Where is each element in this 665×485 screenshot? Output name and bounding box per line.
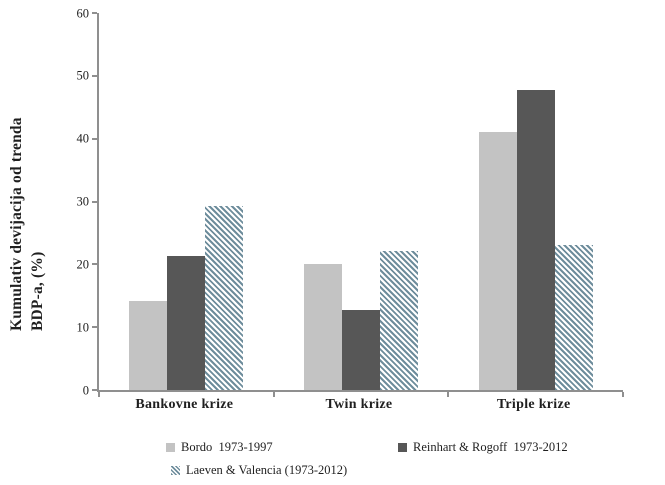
legend-entry: Reinhart & Rogoff 1973-2012 [398, 440, 568, 455]
bar [167, 255, 206, 390]
y-axis-tick-label: 60 [76, 5, 90, 20]
bar-group-triple-krize [448, 13, 623, 390]
category-label: Triple krize [496, 397, 571, 412]
x-axis-category-labels: Bankovne krize Twin krize Triple krize [97, 397, 621, 413]
y-axis-tick [92, 74, 97, 77]
y-axis-tick-label: 50 [76, 68, 90, 83]
y-axis-tick [92, 12, 97, 14]
legend-entry: Bordo 1973-1997 [166, 440, 273, 455]
y-axis-tick [92, 137, 97, 140]
y-axis-tick [92, 389, 97, 391]
bar [129, 300, 168, 390]
bar [516, 89, 555, 390]
y-axis-title: Kumulativ devijacija od trenda BDP-a, (%… [6, 85, 50, 331]
bar [554, 245, 593, 390]
legend-label: Laeven & Valencia (1973-2012) [186, 463, 348, 477]
y-axis-tick [92, 263, 97, 266]
x-axis-tick [272, 392, 275, 397]
x-axis-tick [622, 392, 624, 397]
bar [205, 205, 244, 390]
bar [304, 263, 342, 390]
legend-label: Reinhart & Rogoff 1973-2012 [413, 440, 568, 454]
x-axis-tick [98, 392, 100, 397]
y-axis-tick-label: 10 [76, 319, 90, 334]
bar-group-bankovne-krize [99, 13, 274, 390]
bar-group-twin-krize [274, 13, 449, 390]
y-axis-tick [92, 200, 97, 203]
y-axis-tick-label: 40 [76, 131, 90, 146]
y-axis-title-line-1: Kumulativ devijacija od trenda [8, 117, 25, 331]
bar-groups [99, 13, 623, 390]
x-axis-tick [447, 392, 450, 397]
y-axis-title-line-2: BDP-a, (%) [29, 251, 46, 332]
plot-area: 0 10 20 30 40 50 60 [77, 7, 624, 397]
y-axis-tick-label: 30 [76, 194, 90, 209]
legend-label: Bordo 1973-1997 [181, 440, 273, 454]
bar [478, 131, 517, 390]
y-axis-tick-label: 0 [82, 382, 89, 397]
y-axis-tick-label: 20 [76, 257, 90, 272]
category-label: Twin krize [325, 397, 393, 412]
bar [342, 309, 380, 390]
category-label: Bankovne krize [135, 397, 234, 412]
legend-swatch-icon [398, 443, 407, 452]
legend-swatch-icon [166, 443, 175, 452]
bar [380, 250, 418, 390]
legend-entry: Laeven & Valencia (1973-2012) [171, 463, 347, 478]
legend-swatch-icon [171, 466, 180, 475]
y-axis-tick [92, 326, 97, 329]
